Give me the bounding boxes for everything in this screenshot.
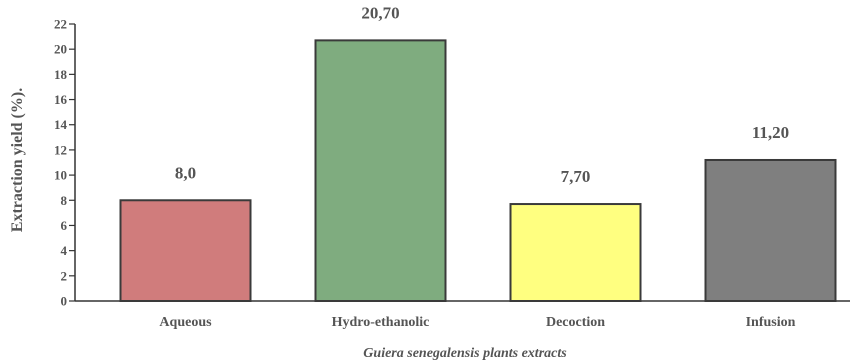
bar-hydro-ethanolic [314, 39, 447, 302]
y-tick-label: 6 [61, 218, 68, 233]
y-tick-label: 8 [61, 193, 68, 208]
category-label: Decoction [546, 315, 605, 330]
data-label: 7,70 [561, 167, 591, 186]
data-label: 8,0 [175, 163, 196, 182]
y-axis: 0 2 4 6 8 10 12 14 16 18 20 22 [54, 17, 76, 309]
y-tick-label: 16 [54, 92, 68, 107]
bar-decoction [509, 203, 642, 302]
y-tick-label: 12 [54, 142, 67, 157]
category-label: Aqueous [159, 315, 212, 330]
y-tick-label: 22 [54, 17, 67, 32]
y-axis-title: Extraction yield (%). [9, 88, 26, 232]
data-label: 11,20 [752, 123, 789, 142]
y-tick-label: 4 [61, 243, 68, 258]
category-label: Hydro-ethanolic [332, 315, 430, 330]
x-axis-title: Guiera senegalensis plants extracts [363, 346, 567, 361]
y-tick-label: 0 [61, 294, 68, 309]
bars [119, 39, 837, 302]
y-tick-label: 20 [54, 42, 67, 57]
bar-infusion [704, 158, 837, 302]
category-labels: Aqueous Hydro-ethanolic Decoction Infusion [159, 315, 795, 330]
bar-aqueous [119, 199, 252, 302]
y-tick-label: 2 [61, 268, 68, 283]
data-labels: 8,0 20,70 7,70 11,20 [175, 3, 789, 186]
y-tick-label: 10 [54, 168, 67, 183]
category-label: Infusion [746, 315, 796, 330]
y-tick-label: 18 [54, 67, 68, 82]
y-tick-label: 14 [54, 117, 68, 132]
data-label: 20,70 [361, 3, 399, 22]
